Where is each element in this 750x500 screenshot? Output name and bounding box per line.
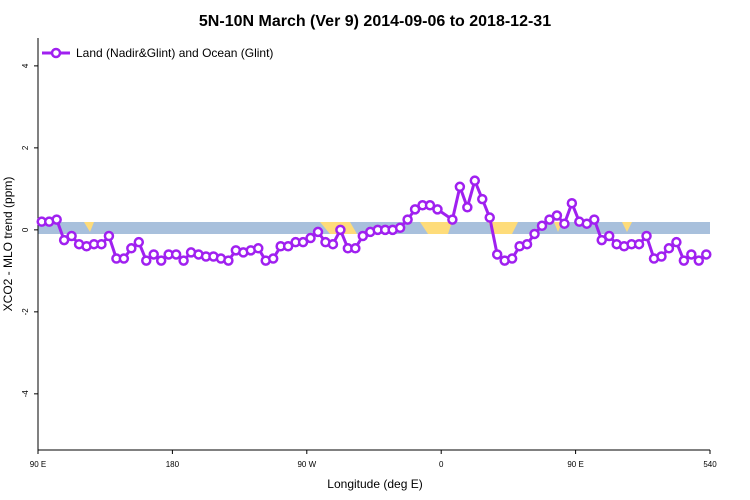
point	[58, 234, 70, 246]
point	[155, 255, 167, 266]
point	[581, 218, 593, 229]
point	[566, 197, 578, 209]
point	[663, 243, 675, 254]
point	[506, 253, 518, 264]
point	[148, 249, 159, 260]
x-tick-label: 0	[439, 460, 444, 469]
point	[282, 241, 294, 252]
point	[544, 214, 555, 225]
point	[678, 255, 690, 266]
x-tick-label: 90 W	[297, 460, 316, 469]
point	[327, 238, 339, 250]
point	[424, 200, 436, 211]
point	[603, 230, 615, 242]
point	[693, 255, 705, 266]
point	[491, 249, 503, 260]
point	[118, 253, 130, 264]
point	[305, 232, 316, 244]
point	[170, 249, 182, 260]
point	[477, 193, 488, 205]
y-tick-label: -2	[21, 308, 30, 316]
x-tick-label: 540	[703, 460, 717, 469]
point	[469, 175, 481, 186]
series-line	[41, 176, 708, 264]
x-axis-label: Longitude (deg E)	[327, 477, 422, 491]
point	[409, 204, 421, 215]
chart-title: 5N-10N March (Ver 9) 2014-09-06 to 2018-…	[199, 13, 551, 30]
point	[551, 210, 563, 221]
point	[432, 204, 443, 215]
y-tick-label: 2	[21, 145, 30, 150]
point	[462, 202, 473, 213]
point	[312, 226, 324, 238]
point	[66, 230, 77, 242]
legend-marker	[50, 47, 62, 59]
point	[267, 253, 279, 264]
y-tick-label: -4	[21, 390, 30, 398]
point	[559, 218, 570, 229]
point	[596, 234, 607, 246]
point	[103, 230, 115, 242]
point	[484, 212, 495, 223]
y-tick-label: 4	[21, 63, 30, 68]
point	[126, 243, 137, 254]
point	[454, 181, 466, 193]
point	[641, 230, 652, 242]
point	[350, 243, 361, 254]
x-tick-label: 180	[166, 460, 180, 469]
x-tick-label: 90 E	[30, 460, 46, 469]
y-tick-label: 0	[21, 227, 30, 232]
point	[686, 249, 697, 260]
point	[51, 214, 62, 225]
point	[536, 220, 548, 232]
point	[656, 251, 667, 262]
y-axis-label: XCO2 - MLO trend (ppm)	[1, 177, 15, 312]
point	[447, 214, 458, 225]
point	[394, 222, 406, 234]
point	[633, 238, 645, 250]
point	[335, 224, 346, 236]
point	[297, 236, 309, 248]
point	[701, 249, 712, 260]
x-tick-label: 90 E	[567, 460, 583, 469]
point	[96, 238, 107, 250]
legend-label: Land (Nadir&Glint) and Ocean (Glint)	[76, 46, 273, 60]
point	[223, 255, 234, 266]
point	[529, 228, 540, 240]
point	[357, 230, 369, 242]
point	[141, 255, 152, 266]
point	[253, 243, 264, 254]
point	[589, 214, 600, 225]
point	[133, 236, 145, 248]
point	[671, 236, 682, 248]
point	[402, 214, 413, 225]
point	[521, 238, 533, 250]
point	[178, 255, 189, 266]
